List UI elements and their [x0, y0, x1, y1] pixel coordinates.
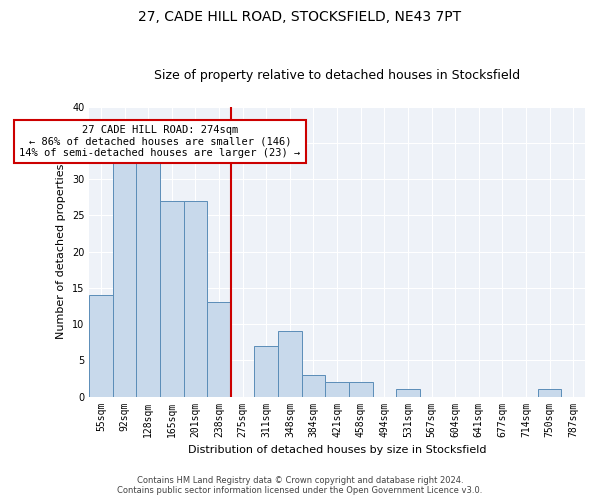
Bar [302, 375, 325, 396]
Bar [207, 302, 231, 396]
Bar [278, 332, 302, 396]
X-axis label: Distribution of detached houses by size in Stocksfield: Distribution of detached houses by size … [188, 445, 487, 455]
Bar [184, 201, 207, 396]
Bar [349, 382, 373, 396]
Bar [396, 390, 420, 396]
Bar [136, 158, 160, 396]
Bar [325, 382, 349, 396]
Bar [160, 201, 184, 396]
Title: Size of property relative to detached houses in Stocksfield: Size of property relative to detached ho… [154, 69, 520, 82]
Bar [89, 295, 113, 396]
Y-axis label: Number of detached properties: Number of detached properties [56, 164, 66, 340]
Text: Contains HM Land Registry data © Crown copyright and database right 2024.
Contai: Contains HM Land Registry data © Crown c… [118, 476, 482, 495]
Bar [113, 158, 136, 396]
Bar [254, 346, 278, 397]
Text: 27 CADE HILL ROAD: 274sqm
← 86% of detached houses are smaller (146)
14% of semi: 27 CADE HILL ROAD: 274sqm ← 86% of detac… [19, 125, 301, 158]
Bar [538, 390, 562, 396]
Text: 27, CADE HILL ROAD, STOCKSFIELD, NE43 7PT: 27, CADE HILL ROAD, STOCKSFIELD, NE43 7P… [139, 10, 461, 24]
